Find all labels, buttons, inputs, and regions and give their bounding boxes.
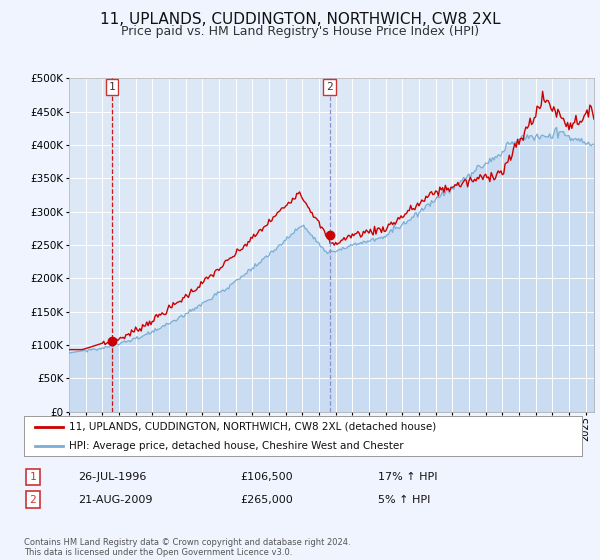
Text: £265,000: £265,000 xyxy=(240,494,293,505)
Text: £106,500: £106,500 xyxy=(240,472,293,482)
Text: 5% ↑ HPI: 5% ↑ HPI xyxy=(378,494,430,505)
Text: 2: 2 xyxy=(29,494,37,505)
Text: 21-AUG-2009: 21-AUG-2009 xyxy=(78,494,152,505)
Text: 26-JUL-1996: 26-JUL-1996 xyxy=(78,472,146,482)
Text: 1: 1 xyxy=(109,82,115,92)
Text: 11, UPLANDS, CUDDINGTON, NORTHWICH, CW8 2XL (detached house): 11, UPLANDS, CUDDINGTON, NORTHWICH, CW8 … xyxy=(68,422,436,432)
Text: 17% ↑ HPI: 17% ↑ HPI xyxy=(378,472,437,482)
Text: HPI: Average price, detached house, Cheshire West and Chester: HPI: Average price, detached house, Ches… xyxy=(68,441,403,451)
Text: Contains HM Land Registry data © Crown copyright and database right 2024.
This d: Contains HM Land Registry data © Crown c… xyxy=(24,538,350,557)
Text: 11, UPLANDS, CUDDINGTON, NORTHWICH, CW8 2XL: 11, UPLANDS, CUDDINGTON, NORTHWICH, CW8 … xyxy=(100,12,500,27)
Text: Price paid vs. HM Land Registry's House Price Index (HPI): Price paid vs. HM Land Registry's House … xyxy=(121,25,479,38)
Text: 2: 2 xyxy=(326,82,333,92)
Text: 1: 1 xyxy=(29,472,37,482)
